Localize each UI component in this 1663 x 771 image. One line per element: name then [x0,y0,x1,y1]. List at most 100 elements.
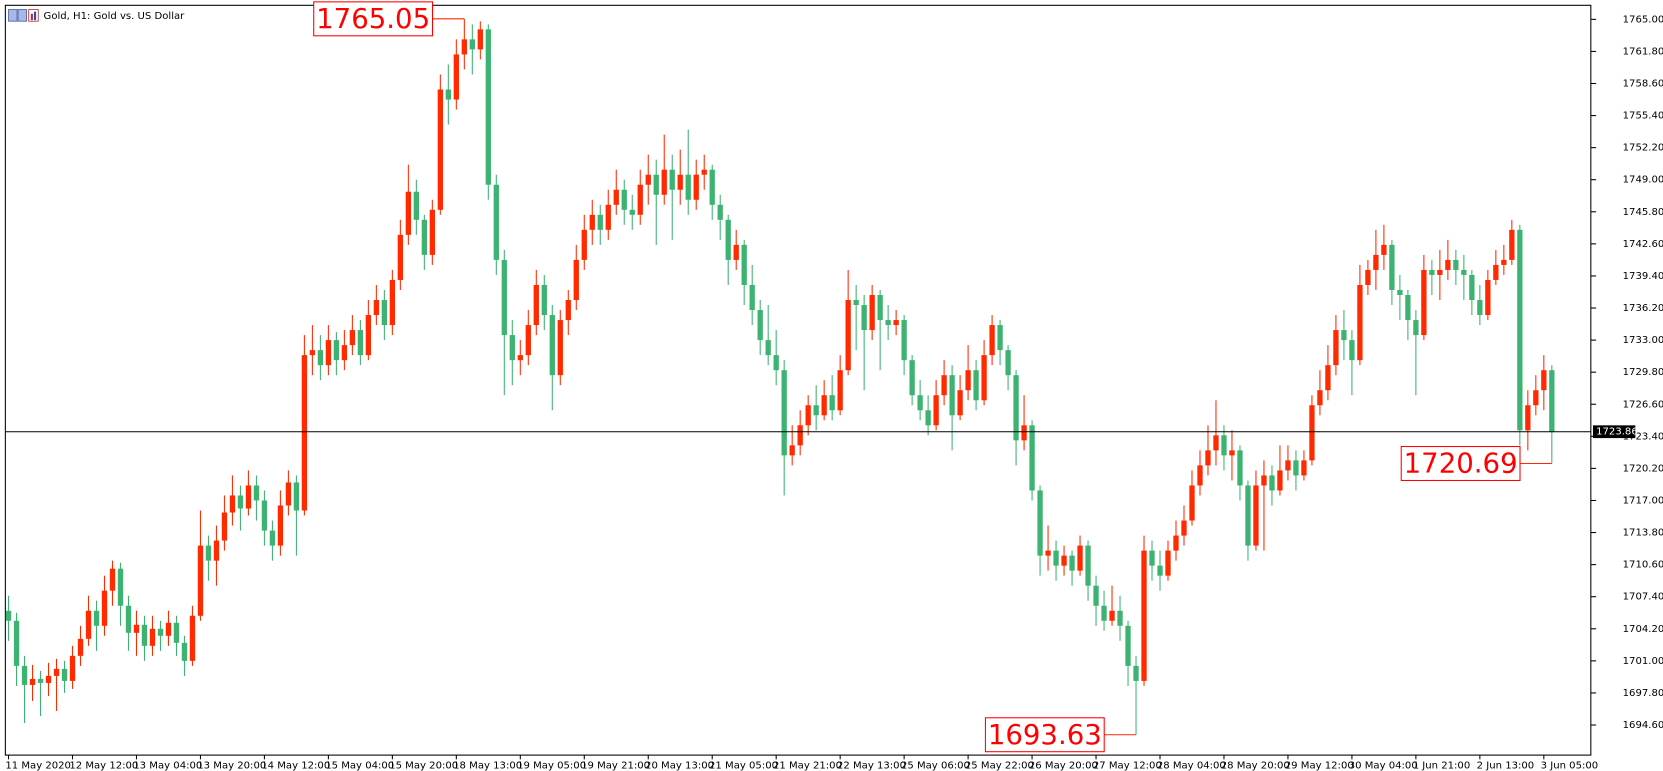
y-tick-label: 1720.20 [1623,463,1663,474]
candle-body [125,605,132,633]
candle-body [53,668,60,676]
candle-body [101,590,108,626]
candle-body [221,512,228,541]
candle-body [909,360,915,396]
x-tick-label: 29 May 12:00 [1285,761,1354,771]
candle-body [349,330,356,346]
candle-body [925,410,931,426]
candle-body [749,284,755,311]
chart-title: Gold, H1: Gold vs. US Dollar [44,11,186,22]
candle-body [965,370,971,391]
candle-body [1413,320,1419,336]
candle-body [677,174,683,190]
candle-body [13,620,20,666]
x-tick-label: 19 May 05:00 [517,761,586,771]
candle-body [1149,550,1155,566]
candle-body [485,29,491,185]
candle-body [1117,610,1123,626]
candle-body [1181,520,1187,536]
candle-body [613,189,619,205]
candle-body [1429,269,1435,275]
candle-body [901,320,907,361]
candle-body [365,315,372,356]
candle-body [1197,465,1203,486]
candle-body [781,370,787,456]
candle-body [1189,485,1195,521]
candle-body [37,678,44,683]
candle-body [549,315,555,376]
candle-body [1293,460,1299,476]
candle-body [573,259,579,301]
candle-body [1501,259,1507,265]
candle-body [333,340,340,361]
candle-body [1093,585,1099,606]
x-tick-label: 15 May 04:00 [325,761,394,771]
x-tick-label: 11 May 2020 [5,761,71,771]
candle-body [69,655,76,681]
candle-body [981,355,987,401]
candle-body [277,505,284,546]
annotation-box [313,1,434,37]
candle-body [429,209,435,255]
candle-body [1205,450,1211,466]
candle-body [173,622,180,643]
y-tick-label: 1739.40 [1623,271,1663,282]
candle-body [509,335,515,361]
x-tick-label: 25 May 22:00 [965,761,1034,771]
y-tick-label: 1713.80 [1623,528,1663,539]
annotation-label: 1693.63 [988,718,1102,751]
candle-body [581,229,587,260]
candle-body [1357,284,1363,361]
x-tick-label: 19 May 21:00 [581,761,650,771]
candle-body [477,29,483,50]
candle-body [917,395,923,411]
annotation-label: 1765.05 [316,2,430,35]
candle-body [77,638,84,656]
candle-body [725,219,731,260]
y-tick-label: 1707.40 [1623,592,1663,603]
candle-body [1477,300,1483,316]
candle-body [517,355,523,361]
candle-body [1309,405,1315,461]
y-tick-label: 1726.60 [1623,399,1663,410]
x-tick-label: 3 Jun 05:00 [1541,761,1599,771]
x-tick-label: 12 May 12:00 [69,761,138,771]
x-tick-label: 28 May 04:00 [1157,761,1226,771]
candle-body [669,169,675,190]
candle-body [997,325,1003,351]
candle-body [357,330,364,356]
candle-body [1109,610,1115,621]
y-tick-label: 1755.40 [1623,111,1663,122]
candle-body [1381,244,1387,255]
candle-body [373,300,380,316]
candle-body [381,300,388,326]
x-tick-label: 14 May 12:00 [261,761,330,771]
candle-body [1397,289,1403,295]
candle-body [493,184,499,260]
y-tick-label: 1758.60 [1623,78,1663,89]
candle-body [701,169,707,175]
candle-body [85,610,92,639]
candle-body [341,345,348,361]
candle-body [1245,485,1251,546]
candle-body [61,668,68,681]
x-tick-label: 13 May 04:00 [133,761,202,771]
candle-body [525,325,531,356]
x-tick-label: 27 May 12:00 [1093,761,1162,771]
candle-body [653,174,659,195]
y-tick-label: 1745.80 [1623,207,1663,218]
candle-body [109,568,116,591]
candle-body [1317,390,1323,406]
candle-body [813,405,819,416]
candle-body [1549,370,1555,432]
candle-body [773,355,779,371]
candle-body [181,642,188,661]
y-tick-label: 1717.00 [1623,495,1663,506]
candle-body [1509,229,1515,260]
x-tick-label: 20 May 13:00 [645,761,714,771]
candle-body [1485,279,1491,316]
candle-body [285,482,292,506]
candle-body [157,628,164,636]
candle-body [1541,370,1547,391]
y-tick-label: 1749.00 [1623,175,1663,186]
